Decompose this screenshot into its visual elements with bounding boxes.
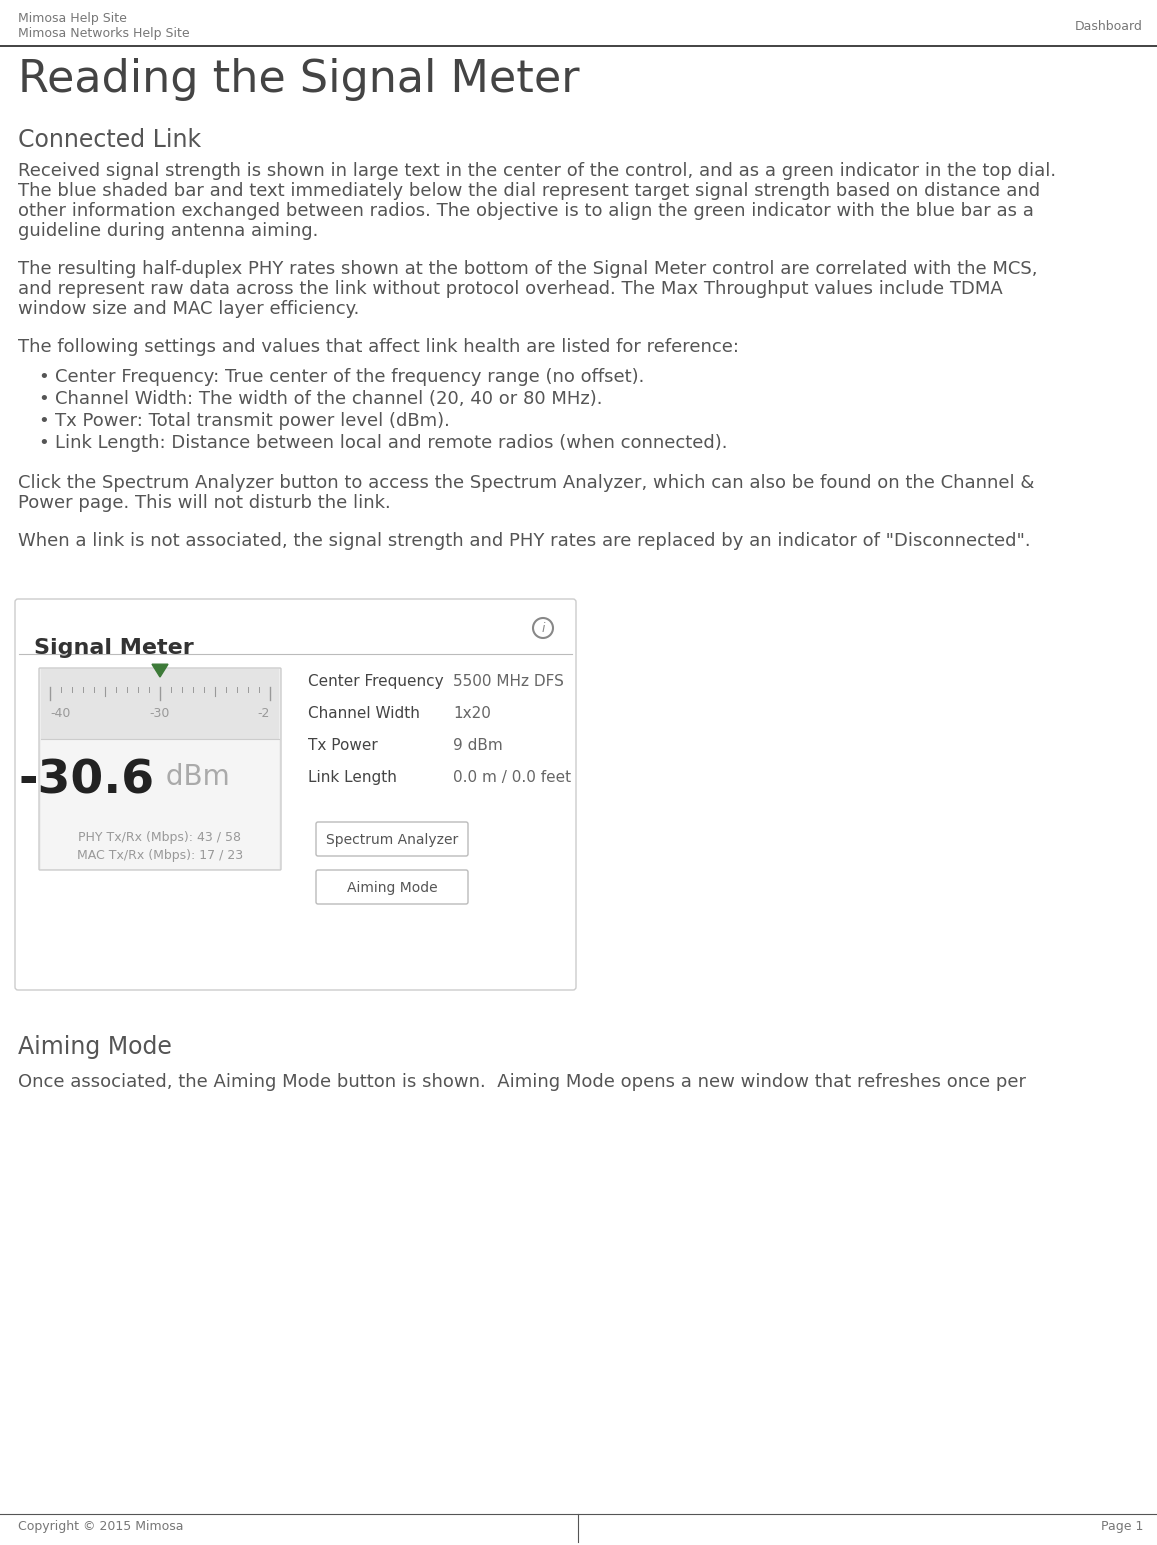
Text: 5500 MHz DFS: 5500 MHz DFS (454, 674, 563, 689)
Text: When a link is not associated, the signal strength and PHY rates are replaced by: When a link is not associated, the signa… (19, 531, 1031, 550)
Polygon shape (152, 664, 168, 677)
Text: i: i (541, 621, 545, 635)
Text: Center Frequency: True center of the frequency range (no offset).: Center Frequency: True center of the fre… (56, 368, 644, 386)
Text: dBm: dBm (157, 763, 230, 791)
Text: The resulting half-duplex PHY rates shown at the bottom of the Signal Meter cont: The resulting half-duplex PHY rates show… (19, 260, 1038, 278)
Text: Center Frequency: Center Frequency (308, 674, 443, 689)
Text: •: • (38, 368, 49, 386)
Text: Power page. This will not disturb the link.: Power page. This will not disturb the li… (19, 494, 391, 511)
Text: Dashboard: Dashboard (1075, 20, 1143, 32)
FancyBboxPatch shape (39, 667, 281, 870)
Text: 9 dBm: 9 dBm (454, 739, 503, 752)
Text: Page 1: Page 1 (1100, 1520, 1143, 1533)
Bar (40, 740, 279, 868)
Text: Spectrum Analyzer: Spectrum Analyzer (326, 833, 458, 847)
Text: Aiming Mode: Aiming Mode (19, 1035, 172, 1058)
Text: Signal Meter: Signal Meter (34, 638, 193, 658)
Text: Mimosa Networks Help Site: Mimosa Networks Help Site (19, 26, 190, 40)
Text: 0.0 m / 0.0 feet: 0.0 m / 0.0 feet (454, 769, 572, 785)
FancyBboxPatch shape (316, 822, 467, 856)
Text: -30.6: -30.6 (19, 759, 155, 803)
Text: -2: -2 (258, 708, 270, 720)
Text: Mimosa Help Site: Mimosa Help Site (19, 12, 127, 25)
Bar (40, 669, 279, 739)
Text: Reading the Signal Meter: Reading the Signal Meter (19, 59, 580, 100)
Text: Link Length: Link Length (308, 769, 397, 785)
Text: Channel Width: The width of the channel (20, 40 or 80 MHz).: Channel Width: The width of the channel … (56, 389, 603, 408)
Text: Copyright © 2015 Mimosa: Copyright © 2015 Mimosa (19, 1520, 184, 1533)
Text: -30: -30 (149, 708, 170, 720)
Text: Channel Width: Channel Width (308, 706, 420, 722)
Text: •: • (38, 389, 49, 408)
Text: Once associated, the Aiming Mode button is shown.  Aiming Mode opens a new windo: Once associated, the Aiming Mode button … (19, 1072, 1026, 1091)
FancyBboxPatch shape (316, 870, 467, 904)
Text: Link Length: Distance between local and remote radios (when connected).: Link Length: Distance between local and … (56, 434, 728, 453)
Text: The following settings and values that affect link health are listed for referen: The following settings and values that a… (19, 338, 739, 355)
Text: Aiming Mode: Aiming Mode (347, 881, 437, 895)
Text: MAC Tx/Rx (Mbps): 17 / 23: MAC Tx/Rx (Mbps): 17 / 23 (76, 850, 243, 862)
Text: other information exchanged between radios. The objective is to align the green : other information exchanged between radi… (19, 202, 1034, 219)
Text: window size and MAC layer efficiency.: window size and MAC layer efficiency. (19, 300, 360, 318)
Text: guideline during antenna aiming.: guideline during antenna aiming. (19, 222, 318, 239)
Text: •: • (38, 434, 49, 453)
Text: and represent raw data across the link without protocol overhead. The Max Throug: and represent raw data across the link w… (19, 280, 1003, 298)
Text: Click the Spectrum Analyzer button to access the Spectrum Analyzer, which can al: Click the Spectrum Analyzer button to ac… (19, 474, 1034, 491)
Text: Received signal strength is shown in large text in the center of the control, an: Received signal strength is shown in lar… (19, 162, 1056, 181)
Text: -40: -40 (50, 708, 71, 720)
Text: •: • (38, 413, 49, 430)
Text: 1x20: 1x20 (454, 706, 491, 722)
Text: The blue shaded bar and text immediately below the dial represent target signal : The blue shaded bar and text immediately… (19, 182, 1040, 199)
Text: Tx Power: Tx Power (308, 739, 377, 752)
Text: Connected Link: Connected Link (19, 128, 201, 151)
Text: Tx Power: Total transmit power level (dBm).: Tx Power: Total transmit power level (dB… (56, 413, 450, 430)
Text: PHY Tx/Rx (Mbps): 43 / 58: PHY Tx/Rx (Mbps): 43 / 58 (79, 831, 242, 844)
FancyBboxPatch shape (15, 599, 576, 990)
